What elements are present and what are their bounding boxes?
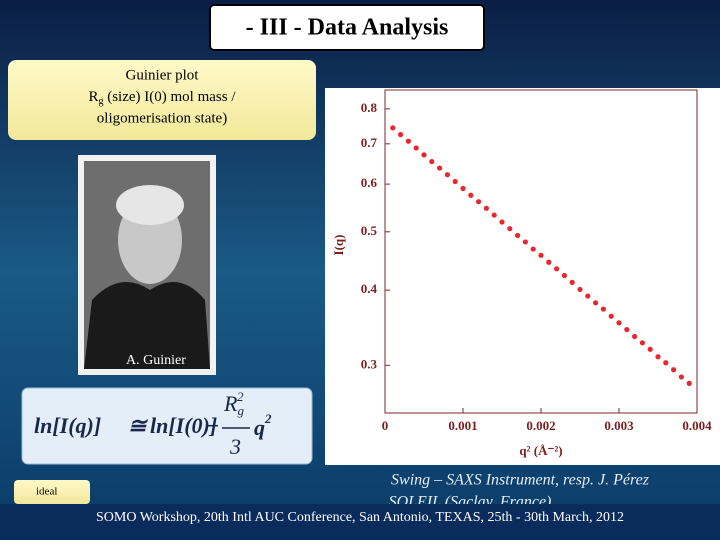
data-point [624, 326, 630, 333]
y-tick-label: 0.4 [361, 281, 378, 296]
data-point [655, 354, 661, 360]
formula-box [21, 387, 313, 465]
formula-den: 3 [229, 434, 241, 459]
data-point [678, 374, 685, 380]
x-tick-label: 0.003 [604, 418, 634, 433]
y-tick-label: 0.3 [361, 356, 378, 371]
guinier-box [8, 60, 316, 140]
data-point [671, 367, 677, 373]
data-point [483, 205, 489, 211]
data-point [398, 132, 404, 138]
formula-minus: − [206, 413, 219, 438]
data-point [569, 279, 575, 285]
data-point [452, 178, 458, 185]
data-point [585, 293, 591, 299]
data-point [413, 145, 419, 151]
box-line: oligomerisation state) [97, 110, 227, 126]
data-point [538, 252, 544, 258]
box-line: Guinier plot [126, 67, 200, 83]
data-point [616, 320, 622, 326]
rg: R [88, 89, 98, 105]
data-point [460, 185, 466, 192]
y-tick-label: 0.6 [361, 175, 378, 190]
box-line: Rg (size) I(0) mol mass / [88, 89, 236, 107]
data-point [476, 199, 482, 205]
data-point [507, 226, 513, 232]
data-point [499, 219, 505, 225]
data-point [647, 346, 653, 352]
data-point [639, 340, 646, 346]
x-tick-label: 0.002 [526, 418, 555, 433]
data-point [561, 272, 568, 279]
data-point [468, 192, 474, 198]
box-text: (size) I(0) mol mass / [103, 89, 236, 105]
data-point [546, 259, 552, 265]
x-axis-label: q² (Å⁻²) [519, 443, 562, 458]
chart-panel [325, 88, 720, 465]
credit: Swing – SAXS Instrument, resp. J. Pérez [391, 472, 650, 489]
data-point [405, 138, 411, 144]
q-sup: 2 [264, 411, 272, 426]
data-point [686, 380, 692, 386]
photo-caption: A. Guinier [126, 353, 186, 368]
note-box [14, 480, 90, 504]
footer-bar [0, 504, 720, 540]
formula-lhs: ln[I(q)] [34, 413, 101, 438]
footer: SOMO Workshop, 20th Intl AUC Conference,… [96, 510, 624, 525]
data-point [444, 172, 450, 178]
note: ideal [36, 486, 57, 498]
x-tick-label: 0.004 [682, 418, 712, 433]
data-point [600, 306, 607, 312]
y-tick-label: 0.7 [361, 135, 378, 150]
y-tick-label: 0.8 [361, 100, 378, 115]
data-point [429, 158, 435, 165]
formula-approx: ≅ [128, 413, 149, 438]
rg-sub: g [237, 403, 244, 418]
data-point [530, 246, 536, 252]
data-point [390, 125, 396, 131]
data-point [421, 152, 427, 158]
rg-sub: g [98, 96, 103, 107]
title-box [209, 4, 485, 51]
formula-num: Rg2 [223, 389, 244, 418]
y-tick-label: 0.5 [361, 223, 378, 238]
formula-q: q2 [254, 411, 272, 440]
data-point [515, 232, 521, 239]
data-point [491, 212, 497, 218]
rg-sup: 2 [237, 389, 244, 404]
title: - III - Data Analysis [246, 15, 449, 41]
data-point [632, 333, 638, 340]
data-point [554, 266, 560, 272]
data-point [437, 165, 443, 171]
y-axis-label: I(q) [331, 235, 346, 256]
rg: R [223, 391, 238, 416]
data-point [593, 300, 599, 306]
x-tick-label: 0 [382, 418, 389, 433]
data-point [577, 286, 583, 293]
q: q [254, 415, 265, 440]
formula-term: ln[I(0)] [150, 413, 217, 438]
data-point [663, 360, 669, 366]
data-point [522, 239, 529, 245]
photo-suit [84, 282, 210, 369]
photo-hair [116, 185, 184, 225]
data-point [608, 313, 614, 319]
x-tick-label: 0.001 [448, 418, 477, 433]
